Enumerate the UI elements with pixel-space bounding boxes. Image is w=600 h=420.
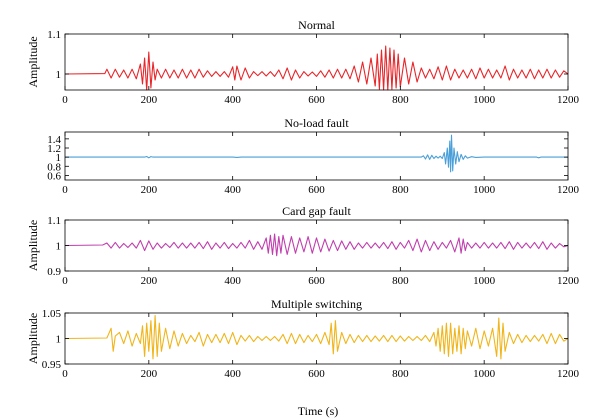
chart-panel-4: Multiple switching 0 200 400 600 800 1000 1200 0… [26,297,580,380]
x-tick-label: 0 [62,94,68,106]
y-tick-label: 1 [56,241,62,253]
x-tick-label: 400 [224,368,241,380]
y-tick-label: 0.8 [47,161,61,173]
x-tick-label: 800 [392,94,409,106]
x-tick-label: 600 [308,184,325,196]
x-tick-label: 800 [392,275,409,287]
y-tick-label: 1.1 [47,215,61,227]
chart-title: Normal [298,18,335,32]
x-tick-label: 1200 [557,275,580,287]
chart-panel-3: Card gap fault 0 200 400 600 800 1000 1200 0.9 1 1… [26,204,580,287]
y-tick-label: 0.95 [42,359,62,371]
y-tick-label: 1 [56,334,62,346]
x-tick-label: 800 [392,368,409,380]
x-tick-label: 0 [62,368,68,380]
x-tick-label: 200 [141,94,158,106]
chart-title: No-load fault [284,116,349,130]
y-tick-label: 1.2 [47,143,61,155]
x-tick-label: 400 [224,275,241,287]
x-tick-label: 600 [308,275,325,287]
x-tick-label: 200 [141,275,158,287]
y-tick-label: 0.6 [47,170,61,182]
x-tick-label: 1000 [473,94,496,106]
plot-frame [64,219,569,272]
x-tick-label: 1000 [473,275,496,287]
x-tick-label: 1000 [473,368,496,380]
series-line [64,315,569,360]
plot-frame [64,131,569,181]
series-line [64,233,569,257]
y-tick-label: 1.05 [42,308,62,320]
x-tick-label: 1200 [557,184,580,196]
x-tick-label: 0 [62,275,68,287]
y-tick-label: 1.4 [47,134,61,146]
y-tick-label: 1 [56,152,62,164]
x-tick-label: 200 [141,184,158,196]
x-tick-label: 400 [224,94,241,106]
x-tick-label: 600 [308,94,325,106]
y-axis-label: Amplitude [26,220,40,271]
y-tick-label: 1.1 [47,29,61,41]
x-tick-label: 0 [62,184,68,196]
chart-panel-2: No-load fault 0 200 400 600 800 1000 1200 0.60.8… [47,116,579,196]
series-line [65,134,568,173]
plot-frame [64,33,569,91]
chart-title: Multiple switching [271,297,362,311]
x-axis-label: Time (s) [298,404,339,418]
x-tick-label: 600 [308,368,325,380]
x-tick-label: 1200 [557,368,580,380]
series-line [64,45,569,91]
x-tick-label: 400 [224,184,241,196]
y-axis-label: Amplitude [26,313,40,364]
chart-panel-1: Normal 0 200 400 600 800 1000 1200 1 1.1 Amplitude [26,18,580,106]
x-tick-label: 800 [392,184,409,196]
x-tick-label: 1000 [473,184,496,196]
x-tick-label: 1200 [557,94,580,106]
y-tick-label: 1 [56,69,62,81]
chart-title: Card gap fault [282,204,351,218]
y-axis-label: Amplitude [26,36,40,87]
y-tick-label: 0.9 [47,266,61,278]
x-tick-label: 200 [141,368,158,380]
